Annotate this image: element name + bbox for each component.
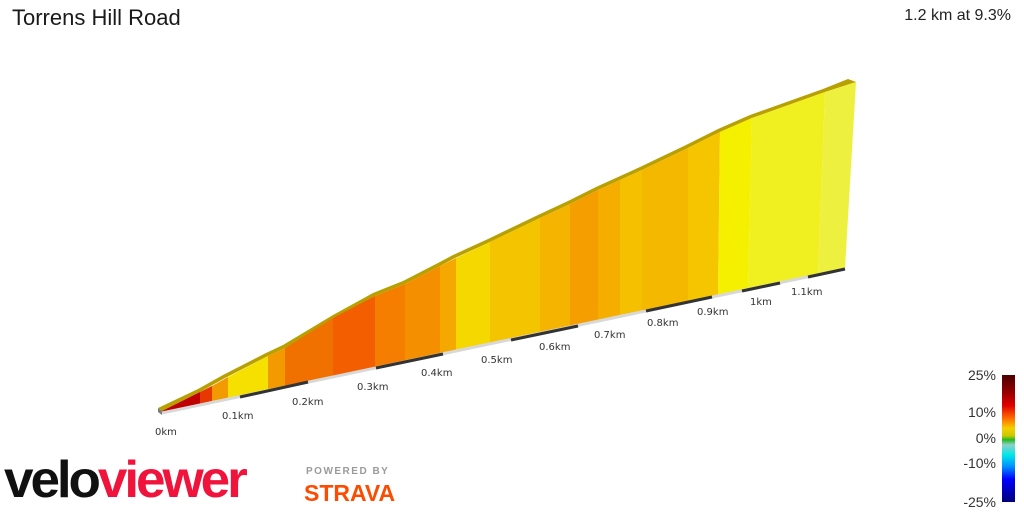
powered-by-label: POWERED BY <box>306 466 390 477</box>
gradient-segments <box>162 82 856 412</box>
legend-label-max: 25% <box>967 367 996 383</box>
tick-label: 0.2km <box>292 397 323 408</box>
segment-7 <box>375 284 405 367</box>
segment-9 <box>440 258 456 353</box>
segment-0 <box>162 392 200 412</box>
segment-4 <box>268 348 285 389</box>
logo-viewer: viewer <box>97 451 248 509</box>
segment-6 <box>333 296 375 376</box>
gradient-legend: 25% 10% 0% -10% -25% <box>934 367 1024 510</box>
tick-label: 0.1km <box>222 411 253 422</box>
tick-label: 0.4km <box>421 368 452 379</box>
legend-label-0: 0% <box>975 430 996 446</box>
tick-label: 0.9km <box>697 307 728 318</box>
segment-13 <box>570 190 598 326</box>
gradient-color-bar <box>1002 375 1015 502</box>
tick-label: 0.5km <box>481 355 512 366</box>
segment-12 <box>540 204 570 332</box>
segment-18 <box>718 118 752 295</box>
tick-label: 1.1km <box>791 287 822 298</box>
segment-14 <box>598 180 620 320</box>
tick-label: 0.8km <box>647 318 678 329</box>
strava-logo: STRAVA <box>304 480 396 506</box>
distance-tick-labels: 0km 0.1km 0.2km 0.3km 0.4km 0.5km 0.6km … <box>155 287 822 438</box>
segment-20 <box>818 82 856 274</box>
segment-10 <box>456 242 490 350</box>
segment-15 <box>620 170 642 315</box>
tick-label: 0.6km <box>539 342 570 353</box>
logo-velo: velo <box>4 451 101 509</box>
segment-5 <box>285 318 333 386</box>
segment-17 <box>688 132 720 301</box>
segment-19 <box>748 92 825 288</box>
tick-label: 0.3km <box>357 382 388 393</box>
segment-11 <box>490 218 540 343</box>
veloviewer-logo: veloviewer <box>4 451 248 509</box>
tick-label: 1km <box>750 297 772 308</box>
segment-3 <box>228 356 268 398</box>
distance-axis <box>161 267 846 415</box>
segment-title: Torrens Hill Road <box>12 5 181 30</box>
tick-label: 0km <box>155 427 177 438</box>
tick-label: 0.7km <box>594 330 625 341</box>
legend-label-10: 10% <box>967 404 996 420</box>
segment-1 <box>200 386 212 404</box>
segment-16 <box>642 148 688 311</box>
legend-label-min: -25% <box>963 494 996 510</box>
segment-summary: 1.2 km at 9.3% <box>904 7 1011 24</box>
segment-8 <box>405 266 440 361</box>
segment-2 <box>212 377 228 401</box>
legend-label-neg10: -10% <box>963 455 996 471</box>
profile-start-cap <box>158 408 162 415</box>
